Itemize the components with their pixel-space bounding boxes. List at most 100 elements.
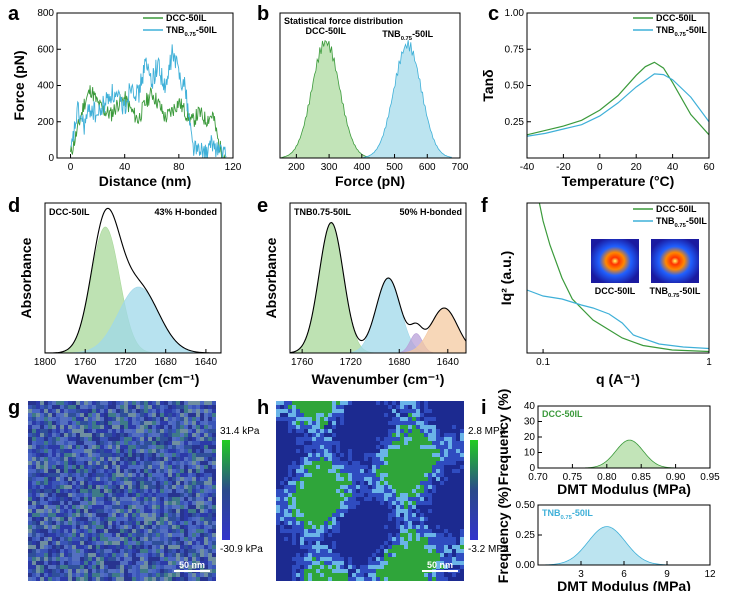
map-pixel: [56, 485, 60, 489]
colorbar-max-label: 31.4 kPa: [220, 426, 260, 437]
map-pixel: [280, 493, 284, 497]
map-pixel: [160, 569, 164, 573]
map-pixel: [48, 465, 52, 469]
map-pixel: [388, 553, 392, 557]
x-tick-label: 300: [321, 162, 338, 173]
map-pixel: [420, 533, 424, 537]
map-pixel: [368, 541, 372, 545]
map-pixel: [120, 549, 124, 553]
map-pixel: [324, 401, 328, 405]
map-pixel: [96, 457, 100, 461]
map-pixel: [344, 425, 348, 429]
map-pixel: [96, 413, 100, 417]
map-pixel: [320, 437, 324, 441]
map-pixel: [68, 553, 72, 557]
map-pixel: [384, 533, 388, 537]
map-pixel: [276, 497, 280, 501]
map-pixel: [180, 509, 184, 513]
map-pixel: [196, 505, 200, 509]
map-pixel: [336, 525, 340, 529]
map-pixel: [88, 425, 92, 429]
map-pixel: [444, 473, 448, 477]
map-pixel: [372, 545, 376, 549]
map-pixel: [416, 413, 420, 417]
map-pixel: [172, 413, 176, 417]
map-pixel: [432, 553, 436, 557]
map-pixel: [124, 421, 128, 425]
map-pixel: [204, 509, 208, 513]
map-pixel: [56, 489, 60, 493]
map-pixel: [88, 517, 92, 521]
map-pixel: [100, 517, 104, 521]
y-tick-label: 30: [524, 417, 536, 428]
map-pixel: [412, 569, 416, 573]
map-pixel: [92, 425, 96, 429]
map-pixel: [412, 441, 416, 445]
map-pixel: [184, 541, 188, 545]
map-pixel: [104, 549, 108, 553]
map-pixel: [436, 433, 440, 437]
map-pixel: [192, 457, 196, 461]
map-pixel: [28, 553, 32, 557]
map-pixel: [132, 521, 136, 525]
map-pixel: [372, 405, 376, 409]
map-pixel: [280, 545, 284, 549]
map-pixel: [184, 441, 188, 445]
map-pixel: [388, 425, 392, 429]
map-pixel: [352, 561, 356, 565]
map-pixel: [160, 577, 164, 581]
map-pixel: [164, 545, 168, 549]
map-pixel: [356, 505, 360, 509]
map-pixel: [300, 401, 304, 405]
map-pixel: [332, 493, 336, 497]
map-pixel: [92, 417, 96, 421]
map-pixel: [156, 493, 160, 497]
map-pixel: [28, 485, 32, 489]
map-pixel: [156, 509, 160, 513]
map-pixel: [124, 413, 128, 417]
map-pixel: [212, 437, 216, 441]
map-pixel: [408, 477, 412, 481]
map-pixel: [416, 453, 420, 457]
map-pixel: [452, 409, 456, 413]
map-pixel: [100, 533, 104, 537]
y-tick-label: 0.25: [505, 117, 525, 128]
map-pixel: [68, 557, 72, 561]
map-pixel: [192, 561, 196, 565]
map-pixel: [96, 465, 100, 469]
map-pixel: [320, 429, 324, 433]
map-pixel: [132, 497, 136, 501]
map-pixel: [124, 549, 128, 553]
map-pixel: [308, 493, 312, 497]
map-pixel: [196, 549, 200, 553]
map-pixel: [452, 453, 456, 457]
map-pixel: [296, 461, 300, 465]
map-pixel: [284, 561, 288, 565]
map-pixel: [168, 529, 172, 533]
map-pixel: [276, 441, 280, 445]
map-pixel: [304, 545, 308, 549]
map-pixel: [364, 553, 368, 557]
map-pixel: [84, 501, 88, 505]
map-pixel: [100, 445, 104, 449]
map-pixel: [340, 517, 344, 521]
map-pixel: [460, 485, 464, 489]
map-pixel: [144, 517, 148, 521]
map-pixel: [348, 425, 352, 429]
map-pixel: [196, 501, 200, 505]
map-pixel: [64, 473, 68, 477]
map-pixel: [280, 425, 284, 429]
map-pixel: [332, 401, 336, 405]
map-pixel: [312, 425, 316, 429]
map-pixel: [288, 545, 292, 549]
map-pixel: [424, 405, 428, 409]
map-pixel: [160, 561, 164, 565]
map-pixel: [424, 497, 428, 501]
map-pixel: [180, 477, 184, 481]
map-pixel: [460, 541, 464, 545]
map-pixel: [136, 573, 140, 577]
map-pixel: [348, 573, 352, 577]
map-pixel: [392, 413, 396, 417]
map-pixel: [104, 577, 108, 581]
map-pixel: [140, 505, 144, 509]
